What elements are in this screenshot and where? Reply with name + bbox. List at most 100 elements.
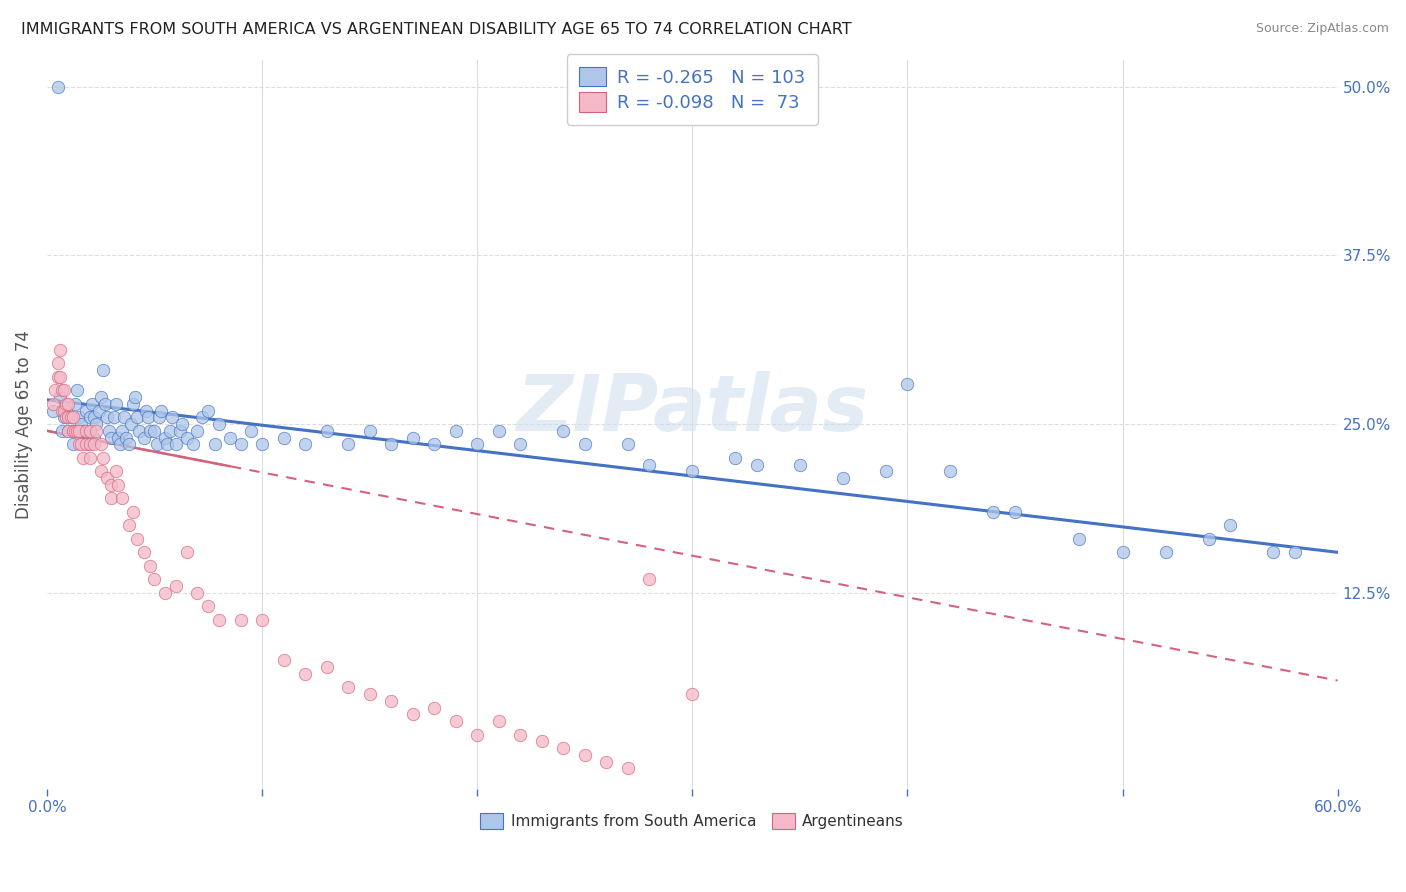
- Point: [83, 431, 105, 445]
- Point: [638, 458, 661, 472]
- Point: [42, 397, 65, 411]
- Point: [1219, 518, 1241, 533]
- Point: [155, 586, 177, 600]
- Point: [79, 410, 101, 425]
- Point: [59, 410, 82, 425]
- Point: [58, 424, 80, 438]
- Point: [136, 410, 159, 425]
- Point: [55, 397, 77, 411]
- Point: [66, 384, 89, 398]
- Point: [139, 424, 162, 438]
- Point: [124, 390, 146, 404]
- Point: [122, 397, 145, 411]
- Point: [1154, 545, 1177, 559]
- Point: [51, 424, 73, 438]
- Point: [55, 410, 77, 425]
- Point: [359, 424, 381, 438]
- Point: [75, 403, 97, 417]
- Point: [172, 417, 194, 431]
- Point: [128, 424, 150, 438]
- Point: [160, 410, 183, 425]
- Point: [63, 397, 86, 411]
- Point: [509, 437, 531, 451]
- Text: Source: ZipAtlas.com: Source: ZipAtlas.com: [1256, 22, 1389, 36]
- Point: [1284, 545, 1306, 559]
- Point: [127, 410, 149, 425]
- Point: [143, 424, 166, 438]
- Point: [63, 424, 86, 438]
- Point: [111, 424, 134, 438]
- Point: [91, 363, 114, 377]
- Point: [444, 424, 467, 438]
- Point: [939, 464, 962, 478]
- Point: [115, 431, 138, 445]
- Point: [53, 410, 76, 425]
- Y-axis label: Disability Age 65 to 74: Disability Age 65 to 74: [15, 330, 32, 518]
- Text: IMMIGRANTS FROM SOUTH AMERICA VS ARGENTINEAN DISABILITY AGE 65 TO 74 CORRELATION: IMMIGRANTS FROM SOUTH AMERICA VS ARGENTI…: [21, 22, 852, 37]
- Point: [1261, 545, 1284, 559]
- Point: [96, 410, 118, 425]
- Point: [186, 586, 208, 600]
- Point: [86, 417, 108, 431]
- Point: [553, 424, 575, 438]
- Point: [132, 545, 155, 559]
- Point: [51, 384, 73, 398]
- Point: [574, 747, 596, 762]
- Point: [553, 741, 575, 756]
- Point: [72, 450, 94, 465]
- Point: [132, 431, 155, 445]
- Point: [218, 431, 240, 445]
- Point: [465, 727, 488, 741]
- Point: [120, 417, 142, 431]
- Point: [273, 431, 295, 445]
- Point: [44, 384, 66, 398]
- Point: [423, 700, 446, 714]
- Point: [509, 727, 531, 741]
- Point: [465, 437, 488, 451]
- Point: [159, 424, 181, 438]
- Point: [191, 410, 214, 425]
- Point: [100, 491, 122, 506]
- Point: [107, 478, 129, 492]
- Point: [42, 403, 65, 417]
- Point: [380, 437, 402, 451]
- Point: [176, 431, 198, 445]
- Point: [638, 572, 661, 586]
- Point: [72, 424, 94, 438]
- Point: [229, 613, 252, 627]
- Point: [53, 403, 76, 417]
- Legend: Immigrants from South America, Argentineans: Immigrants from South America, Argentine…: [474, 807, 910, 836]
- Point: [315, 424, 337, 438]
- Point: [53, 384, 76, 398]
- Point: [1111, 545, 1133, 559]
- Point: [79, 450, 101, 465]
- Point: [789, 458, 811, 472]
- Point: [46, 369, 69, 384]
- Point: [380, 694, 402, 708]
- Point: [294, 437, 316, 451]
- Point: [62, 424, 84, 438]
- Point: [250, 613, 273, 627]
- Point: [875, 464, 897, 478]
- Point: [250, 437, 273, 451]
- Point: [156, 437, 179, 451]
- Point: [127, 532, 149, 546]
- Point: [104, 464, 127, 478]
- Point: [62, 424, 84, 438]
- Point: [87, 403, 110, 417]
- Point: [58, 424, 80, 438]
- Point: [896, 376, 918, 391]
- Point: [76, 437, 98, 451]
- Point: [145, 437, 167, 451]
- Point: [444, 714, 467, 728]
- Point: [75, 437, 97, 451]
- Point: [83, 437, 105, 451]
- Point: [79, 437, 101, 451]
- Point: [208, 417, 231, 431]
- Point: [488, 714, 510, 728]
- Text: ZIPatlas: ZIPatlas: [516, 371, 869, 448]
- Point: [100, 478, 122, 492]
- Point: [139, 558, 162, 573]
- Point: [401, 707, 423, 722]
- Point: [165, 437, 187, 451]
